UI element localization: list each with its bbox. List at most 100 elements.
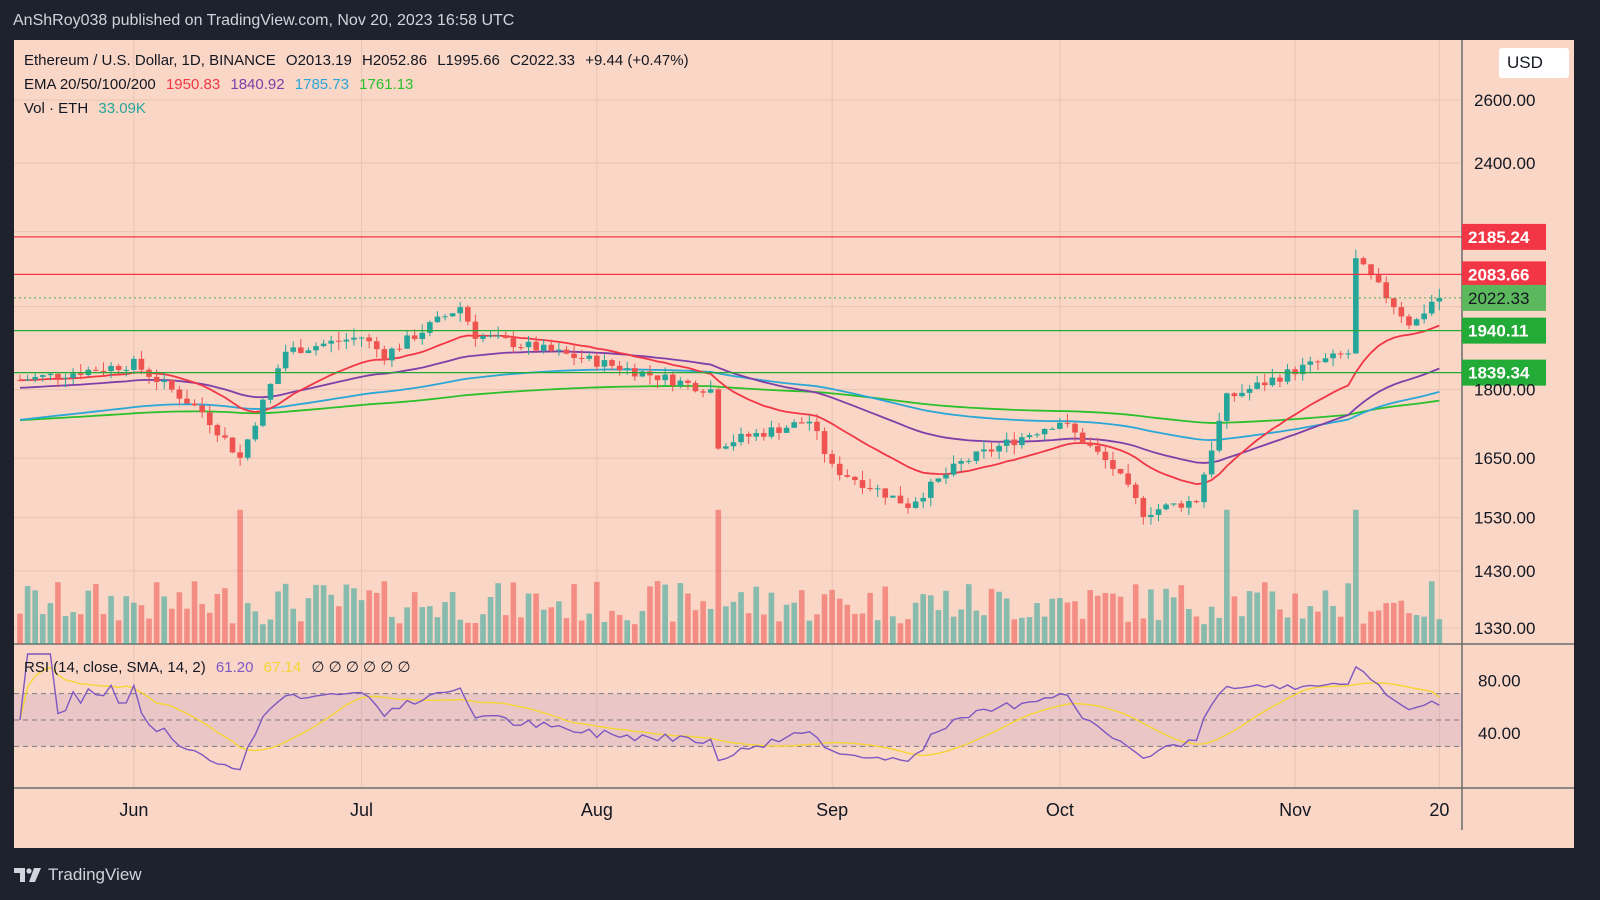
volume-bar [1003,598,1010,644]
currency-button[interactable]: USD [1499,48,1569,78]
candle-body [457,307,464,314]
candle-body [161,380,168,383]
candle-body [1269,377,1276,386]
time-tick-label: Jul [350,800,373,820]
volume-bar [222,588,228,644]
volume-bar [1057,598,1063,644]
candle-body [1398,307,1405,317]
volume-bar [616,614,623,644]
volume-bar [556,601,562,644]
volume-bar [1072,601,1078,644]
candle-body [290,347,297,352]
candle-body [184,398,190,404]
volume-bar [176,592,183,644]
volume-bar [1132,584,1139,644]
volume-bar [442,602,448,644]
candle-body [1163,504,1169,510]
volume-bar [1140,618,1147,644]
volume-bar [578,620,585,644]
candle-body [996,445,1002,452]
candle-body [100,370,107,372]
candle-body [206,412,213,426]
volume-bar [244,603,251,644]
volume-bar [320,585,327,644]
volume-bar [1201,624,1207,644]
chart-area[interactable]: 2185.24 2083.66 1940.11 1839.34 2022.33 2600.… [14,40,1574,848]
brand-label: TradingView [48,865,142,884]
candle-body [981,449,987,452]
publisher-line: AnShRoy038 published on TradingView.com,… [13,12,515,29]
volume-bar [920,594,927,644]
volume-bar [776,621,782,644]
candle-body [1049,428,1056,430]
candle-body [685,380,691,383]
volume-bar [654,581,661,644]
candle-body [1064,422,1071,424]
volume-bar [351,588,357,644]
candle-body [169,380,175,390]
volume-bar [267,619,274,644]
candle-body [252,425,259,440]
volume-bar [821,594,828,644]
volume-bar [1353,509,1359,644]
change-value: +9.44 (+0.47%) [585,52,689,69]
volume-bar [115,620,122,644]
candle-body [525,341,532,348]
candle-body [275,368,281,384]
volume-bar [1284,617,1291,644]
volume-bar [1375,610,1382,644]
low-value: L1995.66 [437,52,500,69]
volume-bar [1254,592,1260,644]
candle-body [836,463,843,476]
tradingview-logo-icon [14,868,41,882]
volume-bar [540,609,547,644]
volume-bar [313,584,319,644]
candle-body [442,316,448,318]
candle-body [404,335,410,349]
price-chart[interactable]: 2185.24 2083.66 1940.11 1839.34 2022.33 2600.… [14,40,1574,848]
price-tick-label: 1530.00 [1474,509,1535,528]
candle-body [874,488,881,490]
candle-body [1337,353,1344,355]
candle-body [1019,437,1025,446]
candle-body [897,495,904,504]
volume-bar [669,621,676,644]
candle-body [343,339,350,342]
candle-body [1057,422,1063,429]
volume-bar [93,584,99,644]
volume-bar [745,613,752,644]
volume-bar [465,622,471,644]
level-price-tag [1462,359,1546,386]
level-price-tag [1462,223,1546,250]
candle-body [1011,439,1018,446]
volume-bar [1307,606,1314,644]
candle-body [920,497,927,502]
volume-bar [609,610,615,644]
vol-label: Vol · ETH [24,100,89,117]
volume-bar [1413,615,1420,644]
candle-body [39,375,46,377]
candle-body [419,332,426,340]
time-tick-label: 20 [1429,800,1449,820]
volume-bar [867,592,873,644]
candle-body [1003,439,1010,446]
volume-bar [1398,600,1405,644]
candle-body [17,380,23,382]
candle-body [1224,393,1230,421]
candle-body [222,435,228,438]
time-tick-label: Jun [119,800,148,820]
volume-bar [260,624,266,644]
volume-bar [1269,591,1276,644]
volume-bar [404,607,410,644]
volume-bar [707,608,714,644]
ema50-line [19,350,1440,464]
volume-bar [1231,596,1238,644]
ema100-value: 1785.73 [294,76,349,93]
candle-body [540,344,547,351]
volume-bar [434,617,441,644]
candle-body [806,421,813,424]
candle-body [1117,468,1124,474]
candle-body [753,433,760,437]
candle-body [214,425,221,436]
volume-bar [1345,583,1352,644]
